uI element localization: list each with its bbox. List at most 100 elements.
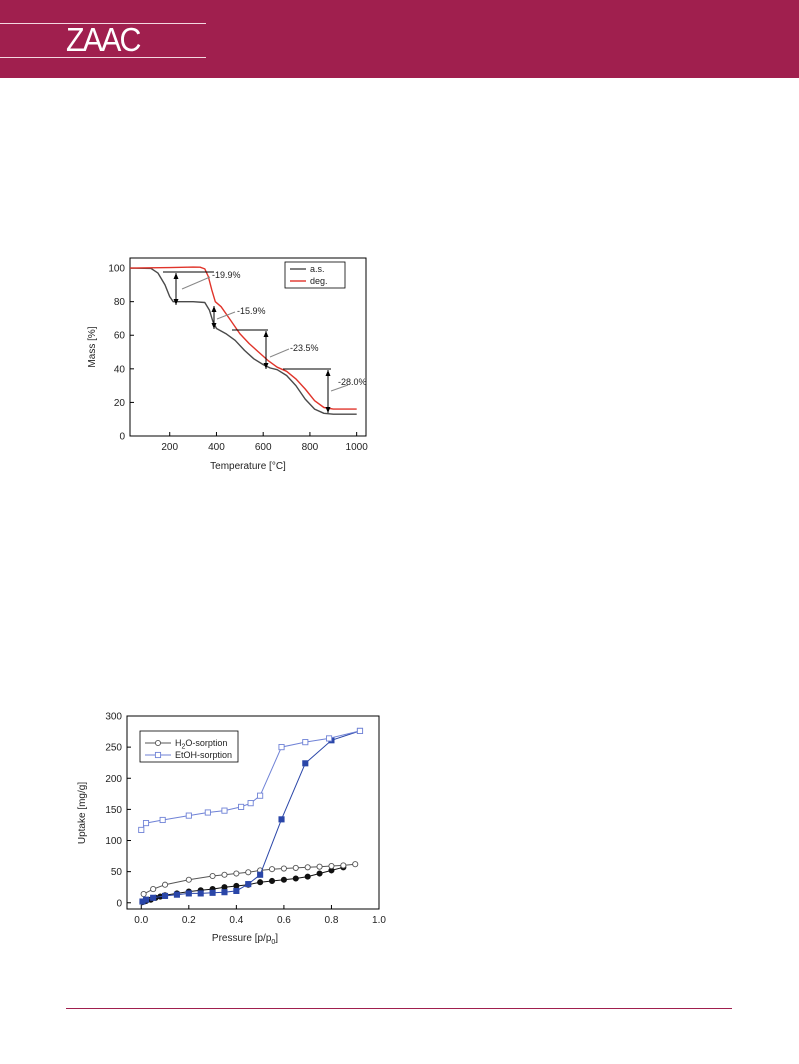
tga-x-axis-title: Temperature [°C] bbox=[210, 461, 286, 472]
sorption-point-h2o-adsorption bbox=[257, 879, 264, 886]
legend-label-etoh: EtOH-sorption bbox=[175, 750, 232, 760]
sorption-point-h2o-desorption bbox=[161, 881, 169, 888]
tga-y-axis-title: Mass [%] bbox=[87, 326, 98, 367]
sorption-point-etoh-desorption bbox=[138, 826, 145, 833]
tga-x-tick-label: 200 bbox=[161, 442, 178, 453]
sorption-point-etoh-adsorption bbox=[221, 889, 228, 896]
legend-h2o-sub: 2 bbox=[182, 744, 186, 751]
tga-annotation-1: -19.9% bbox=[212, 270, 241, 280]
sorption-point-etoh-desorption bbox=[159, 816, 166, 824]
tga-legend: a.s. deg. bbox=[284, 261, 346, 289]
legend-h2o-pre: H bbox=[175, 738, 182, 748]
step1-arrowhead-up bbox=[173, 273, 179, 279]
sorption-point-h2o-adsorption bbox=[221, 884, 228, 891]
header-top-rule bbox=[0, 23, 206, 24]
legend-marker-h2o bbox=[154, 739, 162, 747]
sorption-point-h2o-desorption bbox=[245, 869, 252, 876]
tga-annotation-3: -23.5% bbox=[290, 343, 319, 353]
tga-y-tick-label: 80 bbox=[114, 297, 126, 308]
sorption-point-etoh-adsorption bbox=[278, 816, 285, 823]
sorption-point-etoh-desorption bbox=[356, 727, 364, 734]
sorption-legend: H2O-sorption EtOH-sorption bbox=[139, 730, 239, 763]
tga-y-tick-label: 100 bbox=[108, 264, 125, 275]
sorption-point-h2o-desorption bbox=[221, 871, 228, 878]
tga-y-tick-label: 40 bbox=[114, 364, 126, 375]
sorption-point-etoh-desorption bbox=[247, 800, 254, 807]
label4-leader bbox=[330, 384, 349, 392]
journal-header: ZAAC bbox=[0, 0, 799, 78]
sorption-point-h2o-desorption bbox=[316, 863, 323, 870]
sorption-x-axis: 0.0 0.2 0.4 0.6 0.8 1.0 bbox=[134, 905, 386, 926]
sorption-y-axis: 0 50 100 150 200 250 300 bbox=[105, 712, 131, 909]
sorption-point-h2o-desorption bbox=[150, 886, 157, 893]
tga-plot-frame bbox=[129, 257, 367, 437]
sorption-xlabel-end: ] bbox=[275, 933, 278, 944]
sorption-y-tick-label: 300 bbox=[105, 712, 122, 723]
step4-arrowhead-down bbox=[325, 407, 331, 413]
sorption-point-h2o-desorption bbox=[209, 872, 216, 880]
step2-arrowhead-up bbox=[211, 306, 217, 312]
tga-y-tick-label: 0 bbox=[119, 432, 125, 443]
sorption-point-h2o-adsorption bbox=[292, 875, 299, 882]
label1-leader bbox=[181, 276, 211, 290]
sorption-x-axis-title: Pressure [p/p0] bbox=[212, 933, 278, 946]
sorption-point-etoh-adsorption bbox=[209, 889, 216, 896]
legend-label-deg: deg. bbox=[310, 276, 328, 286]
footer-rule bbox=[66, 1008, 732, 1009]
sorption-chart: 0 50 100 150 200 250 300 0.0 0.2 0.4 0.6 0.8 1.0 H2… bbox=[77, 712, 386, 947]
sorption-point-etoh-desorption bbox=[204, 809, 211, 816]
tga-series-group bbox=[129, 266, 357, 415]
sorption-x-tick-label: 0.8 bbox=[324, 915, 338, 926]
sorption-line-h2o-desorption bbox=[143, 863, 356, 895]
sorption-point-etoh-adsorption bbox=[257, 871, 264, 878]
tga-y-axis: 0 20 40 60 80 100 bbox=[108, 264, 134, 443]
sorption-y-tick-label: 200 bbox=[105, 774, 122, 785]
sorption-point-h2o-adsorption bbox=[304, 873, 311, 880]
sorption-xlabel-sub: 0 bbox=[271, 939, 275, 946]
sorption-x-tick-label: 0.6 bbox=[277, 915, 291, 926]
sorption-line-etoh-adsorption bbox=[142, 730, 361, 902]
sorption-point-h2o-desorption bbox=[304, 864, 311, 871]
sorption-point-etoh-desorption bbox=[238, 803, 245, 810]
sorption-point-etoh-adsorption bbox=[233, 887, 240, 894]
step3-arrowhead-down bbox=[263, 363, 269, 369]
sorption-point-etoh-adsorption bbox=[245, 881, 252, 888]
sorption-point-etoh-adsorption bbox=[173, 891, 180, 898]
tga-series-line-deg bbox=[129, 266, 357, 410]
sorption-y-tick-label: 50 bbox=[111, 867, 123, 878]
sorption-x-tick-label: 0.0 bbox=[134, 915, 148, 926]
sorption-point-h2o-desorption bbox=[268, 866, 276, 873]
sorption-point-h2o-desorption bbox=[352, 861, 359, 868]
legend-label-h2o: H2O-sorption bbox=[175, 738, 227, 751]
sorption-point-etoh-desorption bbox=[257, 792, 264, 799]
sorption-point-h2o-adsorption bbox=[280, 876, 287, 883]
legend-h2o-post: O-sorption bbox=[185, 738, 227, 748]
sorption-y-tick-label: 0 bbox=[116, 898, 122, 909]
label2-leader bbox=[216, 311, 236, 320]
tga-x-tick-label: 400 bbox=[208, 442, 225, 453]
tga-legend-box bbox=[284, 261, 346, 289]
sorption-point-etoh-desorption bbox=[278, 744, 285, 751]
tga-chart: 0 20 40 60 80 100 200 400 600 800 1000 -19.9% bbox=[87, 257, 368, 472]
sorption-point-h2o-desorption bbox=[233, 870, 240, 877]
tga-x-tick-label: 600 bbox=[255, 442, 272, 453]
step2-arrowhead-down bbox=[211, 323, 217, 329]
sorption-point-etoh-desorption bbox=[185, 812, 192, 819]
journal-logo: ZAAC bbox=[66, 21, 141, 58]
sorption-point-etoh-adsorption bbox=[142, 896, 150, 903]
tga-annotation-2: -15.9% bbox=[237, 306, 266, 316]
sorption-point-etoh-adsorption bbox=[197, 890, 204, 897]
legend-label-as: a.s. bbox=[310, 264, 325, 274]
sorption-point-h2o-adsorption bbox=[268, 877, 276, 885]
sorption-point-h2o-desorption bbox=[328, 862, 335, 870]
tga-series-line-as bbox=[129, 267, 357, 415]
sorption-x-tick-label: 1.0 bbox=[372, 915, 386, 926]
tga-step-brackets bbox=[163, 271, 349, 413]
sorption-y-tick-label: 250 bbox=[105, 743, 122, 754]
sorption-point-etoh-desorption bbox=[326, 735, 333, 742]
sorption-plot-frame bbox=[126, 715, 380, 910]
sorption-point-h2o-adsorption bbox=[316, 870, 323, 877]
sorption-point-h2o-desorption bbox=[292, 864, 299, 871]
sorption-point-h2o-adsorption bbox=[233, 882, 240, 890]
header-bottom-rule bbox=[0, 57, 206, 58]
